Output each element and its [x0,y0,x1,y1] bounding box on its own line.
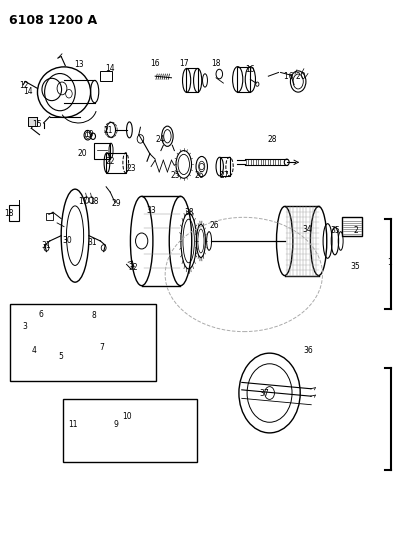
Ellipse shape [84,406,109,454]
Bar [119,418,134,442]
Bar [46,213,53,220]
Text: 12: 12 [20,81,29,90]
Text: 15: 15 [33,119,42,128]
Text: 31: 31 [88,238,97,247]
Bar [106,153,126,173]
Text: 28: 28 [267,135,276,144]
Text: 16: 16 [245,66,254,74]
Text: 34: 34 [301,225,311,234]
Bar [237,67,250,92]
Text: 23: 23 [126,164,136,173]
Text: 21: 21 [103,126,112,135]
Text: 17: 17 [178,59,188,68]
Text: 4: 4 [31,346,36,355]
Text: 36: 36 [302,346,312,355]
Text: 1: 1 [387,258,391,266]
Text: 6: 6 [38,310,43,319]
Ellipse shape [22,318,49,366]
Text: 37: 37 [259,389,268,398]
Bar [186,68,197,92]
Bar [100,71,112,81]
Text: 18: 18 [89,197,99,206]
Text: 8: 8 [91,311,96,320]
Text: 19: 19 [83,130,93,139]
Text: 32: 32 [128,263,138,272]
Text: 9: 9 [113,421,118,430]
Text: 16: 16 [150,59,160,68]
Text: 3: 3 [23,321,27,330]
Text: 35: 35 [329,226,339,235]
Text: 2: 2 [353,226,358,235]
Bar [114,423,124,434]
Text: 22: 22 [105,157,115,166]
Text: 14: 14 [105,64,115,73]
Bar [9,205,19,221]
Text: 17: 17 [78,197,88,206]
Text: 10: 10 [121,412,131,421]
Text: 13: 13 [74,60,84,69]
Text: 5: 5 [58,352,63,361]
Text: 35: 35 [350,262,360,271]
Bar [63,399,196,462]
Text: 11: 11 [69,421,78,430]
Bar [342,217,361,236]
Text: 24: 24 [155,135,164,144]
Bar [94,143,110,159]
Text: 31: 31 [42,241,51,250]
Text: 27: 27 [219,171,229,180]
Bar [10,304,155,381]
Text: 7: 7 [99,343,104,352]
Text: 38: 38 [184,208,194,217]
Text: 25: 25 [171,171,180,180]
Text: 18: 18 [211,59,220,68]
Text: 29: 29 [111,199,120,208]
Text: 33: 33 [146,206,155,215]
Bar [219,157,229,176]
Text: 14: 14 [24,86,33,95]
Text: 16 20: 16 20 [283,71,305,80]
Text: 6108 1200 A: 6108 1200 A [9,14,97,27]
Text: 26: 26 [193,171,203,180]
Text: 30: 30 [62,237,72,246]
Text: 18: 18 [4,209,13,218]
Text: 20: 20 [77,149,87,158]
Ellipse shape [45,318,69,369]
Bar [28,117,37,126]
Text: 26: 26 [209,221,218,230]
